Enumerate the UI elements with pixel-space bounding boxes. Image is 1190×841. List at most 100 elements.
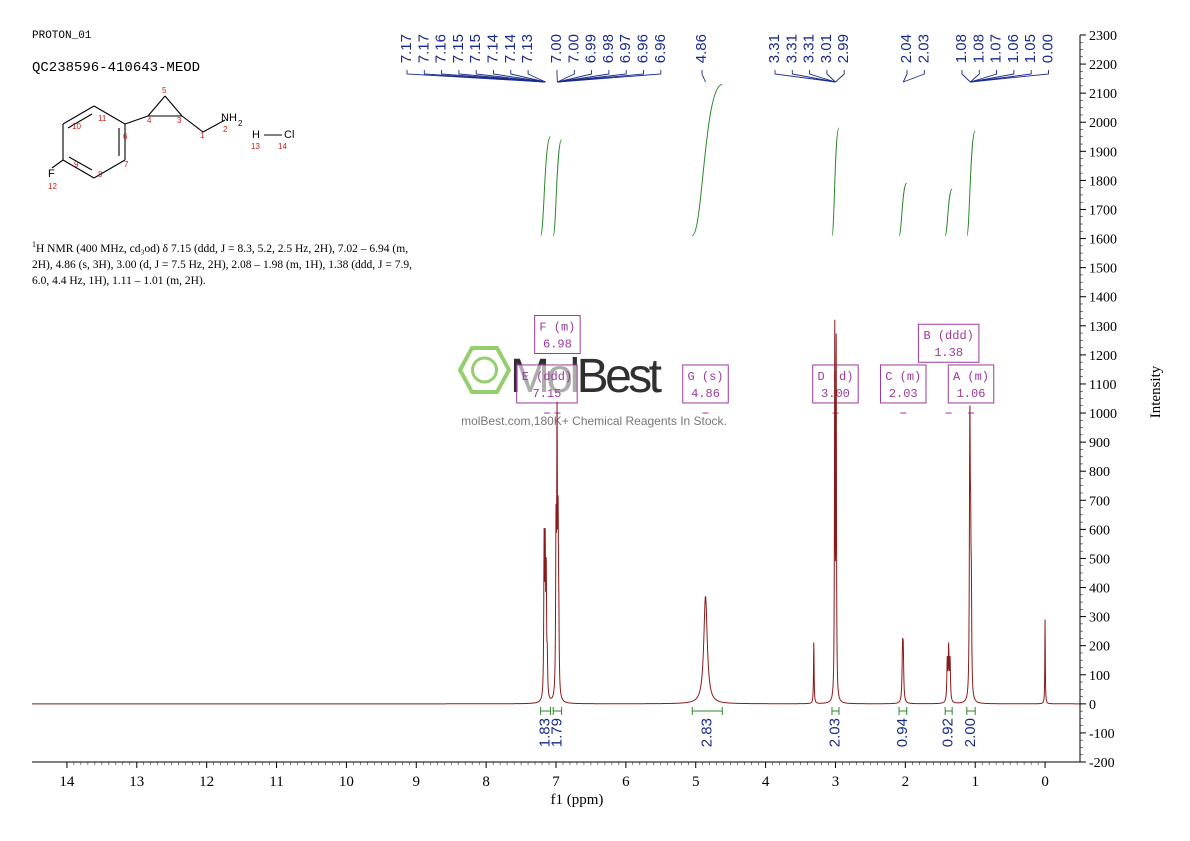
- multiplet-shift: 2.03: [889, 387, 918, 401]
- y-tick-label: 300: [1089, 611, 1110, 626]
- peak-label: 6.96: [635, 34, 652, 63]
- atom-label-14: 14: [278, 142, 287, 151]
- x-tick-label: 8: [482, 774, 490, 790]
- molecule-bonds: [51, 95, 282, 179]
- x-tick-label: 1: [971, 774, 979, 790]
- peak-label-leader: [701, 70, 706, 83]
- atom-fluorine: F: [48, 168, 55, 180]
- watermark-logo-icon: [457, 346, 512, 394]
- peak-label-leader: [441, 70, 546, 83]
- atom-label-5: 5: [162, 86, 167, 95]
- peak-label: 6.97: [617, 34, 634, 63]
- integral-curve: [898, 182, 908, 237]
- multiplet-shift: 1.06: [957, 387, 986, 401]
- peak-label-leader: [557, 70, 610, 83]
- atom-label-8: 8: [98, 170, 103, 179]
- atom-label-3: 3: [177, 116, 182, 125]
- multiplet-shift: 1.38: [934, 346, 963, 360]
- multiplet-box: [812, 364, 859, 404]
- x-tick-label: 7: [552, 774, 560, 790]
- multiplet-shift: 6.98: [543, 338, 572, 352]
- x-tick-label: 5: [692, 774, 700, 790]
- peak-label: 7.15: [450, 34, 467, 63]
- watermark-logo-ring: [471, 356, 498, 384]
- y-tick-label: 1100: [1089, 378, 1116, 393]
- x-tick-label: 0: [1041, 774, 1049, 790]
- x-axis-label: f1 (ppm): [551, 792, 604, 808]
- peak-label-leader: [826, 70, 836, 83]
- y-tick-label: 2200: [1089, 58, 1117, 73]
- peak-label: 2.99: [835, 34, 852, 63]
- y-tick-label: 1600: [1089, 233, 1117, 248]
- watermark-tagline: molBest.com,180K+ Chemical Reagents In S…: [461, 414, 727, 428]
- molecule-structure: [51, 95, 282, 179]
- multiplet-name: B (ddd): [923, 329, 973, 343]
- peak-label-leader: [835, 70, 845, 83]
- peak-label: 7.16: [433, 34, 450, 63]
- integral-value: 1.83: [537, 718, 554, 747]
- peak-label-leader: [493, 70, 546, 83]
- peak-label: 1.08: [970, 34, 987, 63]
- peak-label: 2.04: [898, 34, 915, 63]
- peak-label: 4.86: [693, 34, 710, 63]
- integral-bars: 1.831.79 2.83 2.03 0.94 0.92 2.00: [537, 707, 979, 747]
- atom-chlorine: Cl: [284, 129, 295, 141]
- peak-label: 3.31: [783, 34, 800, 63]
- atom-hydrogen: H: [252, 129, 260, 141]
- y-tick-label: 1800: [1089, 174, 1117, 189]
- atom-label-4: 4: [147, 116, 152, 125]
- integral-curve: [691, 83, 723, 237]
- y-tick-label: 1000: [1089, 407, 1117, 422]
- y-tick-label: 1700: [1089, 203, 1117, 218]
- y-tick-label: 1200: [1089, 349, 1117, 364]
- y-tick-label: 1400: [1089, 291, 1117, 306]
- peak-label: 3.01: [818, 34, 835, 63]
- peak-label: 7.00: [565, 34, 582, 63]
- multiplet-name: A (m): [953, 370, 989, 384]
- multiplet-box: [947, 364, 995, 404]
- peak-label: 1.06: [1005, 34, 1022, 63]
- peak-label-leader: [970, 70, 1049, 83]
- integral-value: 0.94: [894, 718, 911, 747]
- integral-value: 2.00: [962, 718, 979, 747]
- x-tick-label: 13: [129, 774, 144, 790]
- y-tick-label: -200: [1089, 756, 1115, 771]
- y-tick-label: 2000: [1089, 116, 1117, 131]
- y-tick-label: 1300: [1089, 320, 1117, 335]
- peak-label-leader: [557, 70, 662, 83]
- peak-label: 7.00: [548, 34, 565, 63]
- multiplet-boxes: F (m) 6.98 E (ddd) 7.15 G (s) 4.86 D (d) 3.00 C …: [516, 315, 995, 414]
- peak-label-leader: [970, 70, 1015, 83]
- atom-label-2: 2: [223, 125, 228, 134]
- y-tick-label: 500: [1089, 552, 1110, 567]
- y-axis: -200 -100 0 100 200 300 400 500 600 700 800 900 1000…: [1079, 29, 1164, 771]
- x-tick-label: 4: [762, 774, 770, 790]
- x-tick-label: 6: [622, 774, 630, 790]
- peak-label: 7.14: [485, 34, 502, 63]
- multiplet-name: G (s): [688, 370, 724, 384]
- peak-label-leader: [510, 70, 546, 83]
- peak-label: 3.31: [766, 34, 783, 63]
- multiplet-name: C (m): [885, 370, 921, 384]
- atom-label-7: 7: [124, 160, 129, 169]
- integral-curve: [944, 188, 953, 237]
- atom-label-9: 9: [74, 160, 79, 169]
- peak-label: 0.00: [1040, 34, 1057, 63]
- integral-curves: [540, 83, 976, 237]
- multiplet-shift: 3.00: [821, 387, 850, 401]
- atom-label-13: 13: [251, 142, 260, 151]
- y-tick-label: 1500: [1089, 262, 1117, 277]
- peak-label: 7.17: [398, 34, 415, 63]
- atom-amine: NH: [221, 112, 237, 124]
- x-tick-label: 2: [902, 774, 910, 790]
- multiplet-name: E (ddd): [522, 370, 572, 384]
- peak-label-leader: [970, 70, 998, 83]
- atom-label-12: 12: [48, 182, 57, 191]
- integral-curve: [540, 136, 551, 237]
- nmr-description-sup: 1: [32, 240, 36, 249]
- peak-label: 7.15: [467, 34, 484, 63]
- x-axis: 14 13 12 11 10 9 8 7 6 5 4 3 2 1 0f1 (ppm): [32, 761, 1080, 808]
- multiplet-box: [879, 364, 927, 404]
- integral-value: 0.92: [940, 718, 957, 747]
- peak-label: 7.17: [415, 34, 432, 63]
